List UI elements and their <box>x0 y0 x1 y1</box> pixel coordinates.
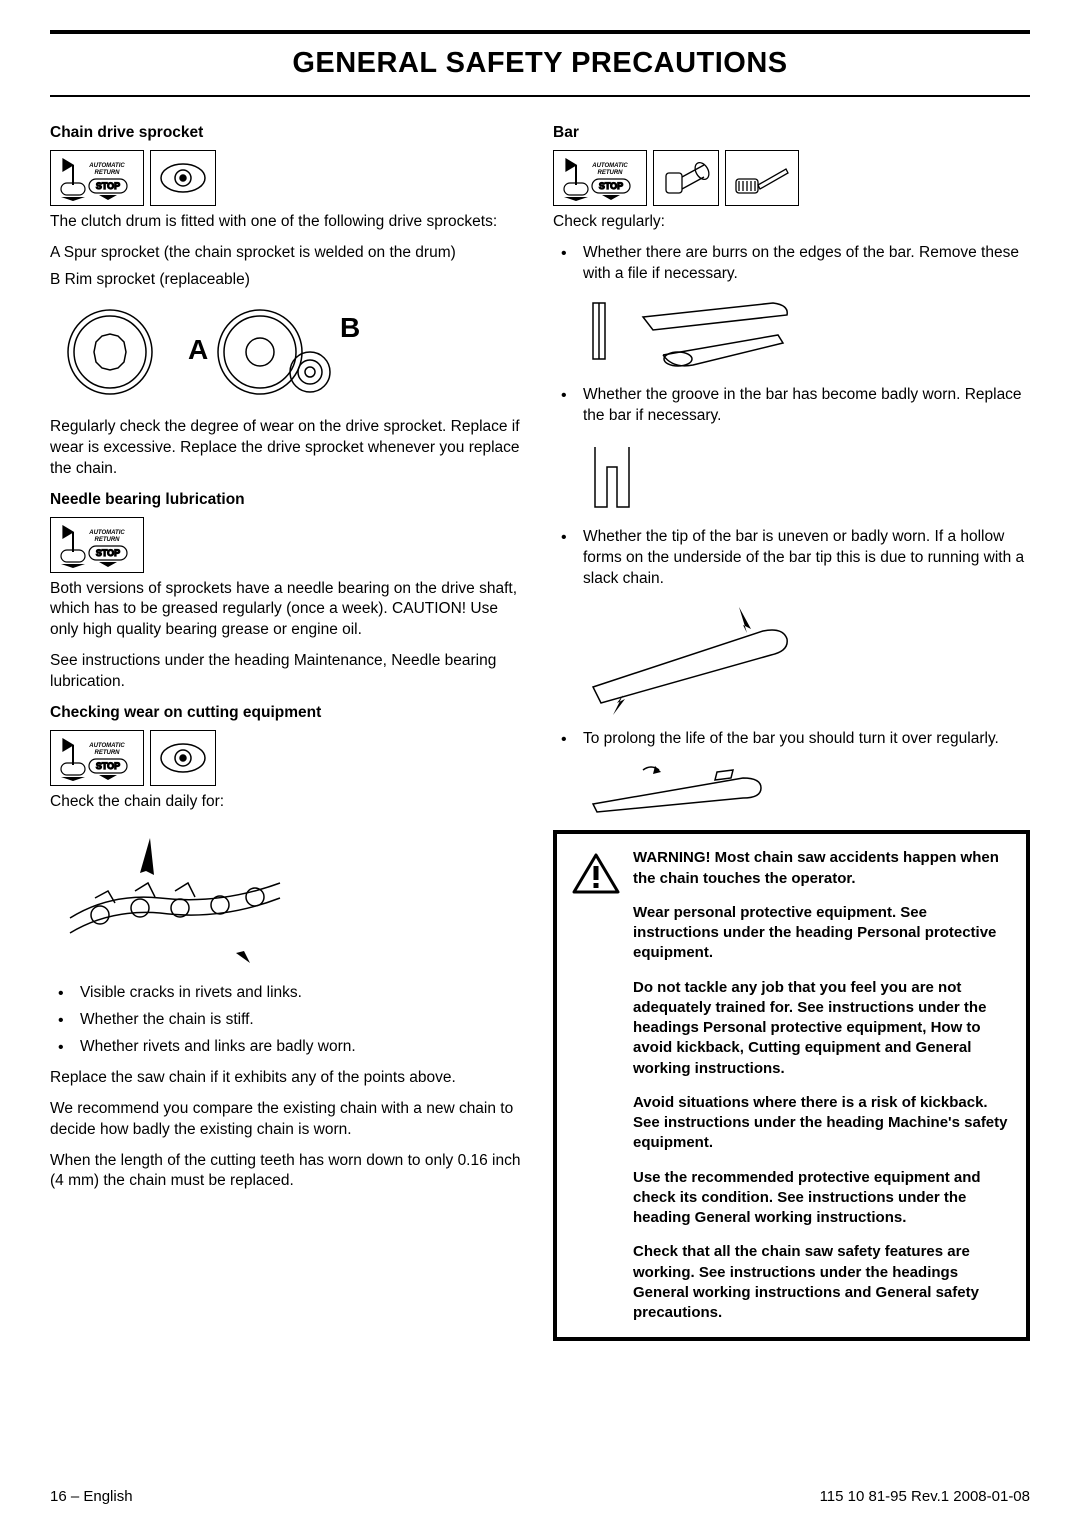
svg-text:RETURN: RETURN <box>95 750 121 756</box>
warning-text: WARNING! Most chain saw accidents happen… <box>633 848 1012 1323</box>
content-columns: Chain drive sprocket AUTOMATIC RETURN ST… <box>50 123 1030 1341</box>
stop-switch-icon: AUTOMATIC RETURN STOP <box>50 730 144 786</box>
heading-bar: Bar <box>553 123 1030 144</box>
icon-row: AUTOMATIC RETURN STOP <box>553 150 1030 206</box>
svg-text:AUTOMATIC: AUTOMATIC <box>88 743 125 749</box>
body-text: We recommend you compare the existing ch… <box>50 1099 527 1141</box>
option-a: A Spur sprocket (the chain sprocket is w… <box>50 243 527 264</box>
svg-text:AUTOMATIC: AUTOMATIC <box>88 530 125 536</box>
footer-left: 16 – English <box>50 1487 133 1507</box>
bullet-list: Whether there are burrs on the edges of … <box>553 243 1030 285</box>
svg-text:STOP: STOP <box>599 181 623 191</box>
warning-para: Check that all the chain saw safety feat… <box>633 1242 1012 1323</box>
body-text: See instructions under the heading Maint… <box>50 651 527 693</box>
bullet-list: Visible cracks in rivets and links. Whet… <box>50 983 527 1058</box>
sprocket-figure: A B <box>50 297 527 407</box>
warning-para: WARNING! Most chain saw accidents happen… <box>633 848 1012 889</box>
bullet-list: To prolong the life of the bar you shoul… <box>553 729 1030 750</box>
stop-switch-icon: AUTOMATIC RETURN STOP <box>553 150 647 206</box>
warning-para: Wear personal protective equipment. See … <box>633 903 1012 964</box>
warning-para: Use the recommended protective equipment… <box>633 1168 1012 1229</box>
heading-needle-bearing: Needle bearing lubrication <box>50 490 527 511</box>
list-item: Whether the groove in the bar has become… <box>553 385 1030 427</box>
target-icon <box>150 730 216 786</box>
brush-tool-icon <box>725 150 799 206</box>
file-tool-icon <box>653 150 719 206</box>
right-column: Bar AUTOMATIC RETURN STOP <box>553 123 1030 1341</box>
option-b: B Rim sprocket (replaceable) <box>50 270 527 291</box>
chain-figure <box>50 823 527 973</box>
list-item: Whether there are burrs on the edges of … <box>553 243 1030 285</box>
svg-text:RETURN: RETURN <box>95 170 121 176</box>
warning-para: Avoid situations where there is a risk o… <box>633 1093 1012 1154</box>
list-item: Whether the chain is stiff. <box>50 1010 527 1031</box>
left-column: Chain drive sprocket AUTOMATIC RETURN ST… <box>50 123 527 1341</box>
body-text: Both versions of sprockets have a needle… <box>50 579 527 642</box>
page-title: GENERAL SAFETY PRECAUTIONS <box>50 30 1030 97</box>
svg-text:STOP: STOP <box>96 761 120 771</box>
heading-chain-drive-sprocket: Chain drive sprocket <box>50 123 527 144</box>
body-text: When the length of the cutting teeth has… <box>50 1151 527 1193</box>
list-item: To prolong the life of the bar you shoul… <box>553 729 1030 750</box>
icon-row: AUTOMATIC RETURN STOP <box>50 730 527 786</box>
warning-triangle-icon <box>571 852 621 903</box>
svg-text:RETURN: RETURN <box>95 537 121 543</box>
bar-tip-figure <box>583 599 1030 719</box>
body-text: Check the chain daily for: <box>50 792 527 813</box>
icon-row: AUTOMATIC RETURN STOP <box>50 150 527 206</box>
svg-text:STOP: STOP <box>96 548 120 558</box>
body-text: Regularly check the degree of wear on th… <box>50 417 527 480</box>
footer-right: 115 10 81-95 Rev.1 2008-01-08 <box>820 1487 1030 1507</box>
list-item: Whether rivets and links are badly worn. <box>50 1037 527 1058</box>
list-item: Visible cracks in rivets and links. <box>50 983 527 1004</box>
body-text: The clutch drum is fitted with one of th… <box>50 212 527 233</box>
stop-switch-icon: AUTOMATIC RETURN STOP <box>50 517 144 573</box>
bar-groove-figure <box>583 437 1030 517</box>
page-footer: 16 – English 115 10 81-95 Rev.1 2008-01-… <box>50 1487 1030 1507</box>
warning-box: WARNING! Most chain saw accidents happen… <box>553 830 1030 1341</box>
body-text: Check regularly: <box>553 212 1030 233</box>
svg-text:STOP: STOP <box>96 181 120 191</box>
svg-text:RETURN: RETURN <box>598 170 624 176</box>
label-a: A <box>188 334 208 365</box>
automatic-label: AUTOMATIC <box>88 163 125 169</box>
bar-turn-figure <box>583 760 1030 820</box>
bullet-list: Whether the groove in the bar has become… <box>553 385 1030 427</box>
svg-text:AUTOMATIC: AUTOMATIC <box>591 163 628 169</box>
body-text: Replace the saw chain if it exhibits any… <box>50 1068 527 1089</box>
bullet-list: Whether the tip of the bar is uneven or … <box>553 527 1030 590</box>
warning-para: Do not tackle any job that you feel you … <box>633 978 1012 1079</box>
list-item: Whether the tip of the bar is uneven or … <box>553 527 1030 590</box>
icon-row: AUTOMATIC RETURN STOP <box>50 517 527 573</box>
heading-checking-wear: Checking wear on cutting equipment <box>50 703 527 724</box>
target-icon <box>150 150 216 206</box>
label-b: B <box>340 312 360 343</box>
bar-burr-figure <box>583 295 1030 375</box>
stop-switch-icon: AUTOMATIC RETURN STOP <box>50 150 144 206</box>
